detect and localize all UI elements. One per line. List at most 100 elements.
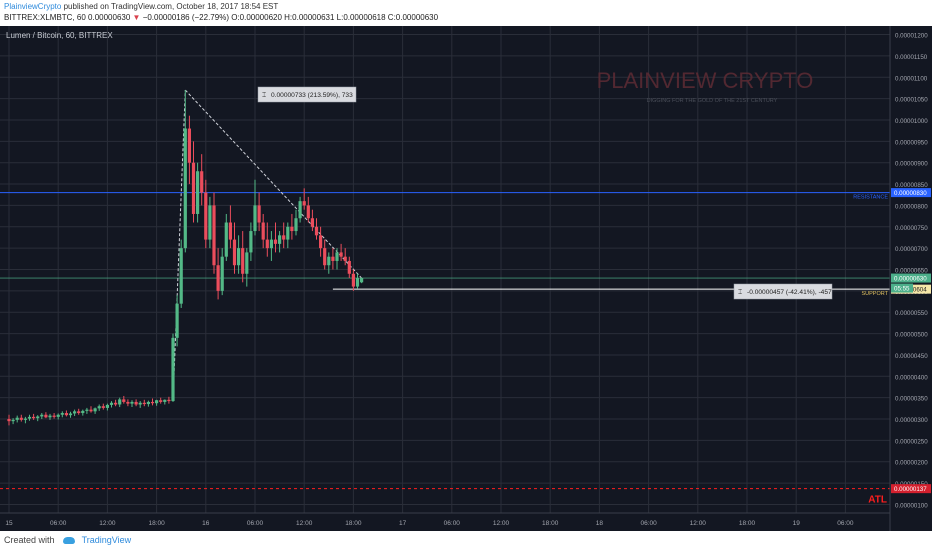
candle-body — [105, 404, 109, 408]
candle-body — [355, 278, 360, 287]
candle-body — [191, 162, 196, 214]
candle-body — [310, 218, 314, 227]
author-link[interactable]: PlainviewCrypto — [4, 2, 62, 11]
candle-body — [360, 278, 364, 283]
y-tick-label: 0.00001150 — [895, 54, 928, 61]
x-axis: 15 06:00 12:00 18:00 16 06:00 12:00 18:00 17 06:0… — [0, 512, 890, 527]
candle-body — [269, 239, 273, 249]
annotations: ⌶ 0.00000733 (213.59%), 733 ⌶ -0.00000457 (… — [257, 86, 833, 300]
y-tick-label: 0.00000200 — [895, 460, 928, 467]
candle-body — [224, 222, 228, 257]
candle-body — [237, 248, 241, 266]
candle-body — [314, 226, 319, 236]
candle-body — [257, 205, 261, 223]
candle-body — [142, 402, 146, 405]
resistance-label: RESISTANCE — [853, 195, 888, 201]
candle-body — [36, 416, 40, 419]
y-tick-label: 0.00000550 — [895, 310, 928, 317]
candle-body — [122, 399, 126, 402]
candle-body — [146, 401, 150, 405]
candle-body — [200, 171, 204, 193]
y-tick-label: 0.00001050 — [895, 97, 928, 104]
candle-body — [298, 201, 302, 219]
candle-body — [11, 419, 15, 422]
candle-body — [19, 417, 23, 420]
last-price: 0.00000630 — [88, 13, 131, 22]
candle-body — [302, 201, 306, 206]
x-tick-label: 17 — [399, 520, 407, 527]
candle-body — [232, 239, 237, 266]
x-tick-label: 18:00 — [542, 520, 559, 527]
candles — [7, 90, 364, 426]
candle-body — [60, 413, 64, 415]
candle-body — [323, 248, 327, 266]
y-tick-label: 0.00001100 — [895, 75, 928, 82]
candle-body — [89, 409, 93, 412]
candle-body — [339, 252, 343, 257]
candle-body — [44, 414, 48, 418]
change-down-icon: ▼ — [132, 13, 141, 22]
candle-body — [351, 273, 355, 287]
candle-body — [294, 218, 298, 232]
candle-body — [306, 205, 310, 219]
resistance-price-tag: 0.00000830 — [894, 190, 927, 197]
x-tick-label: 18 — [596, 520, 604, 527]
x-tick-label: 16 — [202, 520, 210, 527]
y-tick-label: 0.00000300 — [895, 417, 928, 424]
x-tick-label: 18:00 — [739, 520, 756, 527]
candle-body — [245, 252, 249, 274]
candle-body — [163, 399, 167, 402]
grid-lines — [0, 26, 890, 513]
candle-body — [187, 128, 191, 163]
candle-body — [273, 239, 278, 244]
x-tick-label: 12:00 — [99, 520, 116, 527]
candle-body — [97, 406, 101, 409]
chart-area[interactable]: PLAINVIEW CRYPTO DIGGING FOR THE GOLD OF… — [0, 26, 932, 531]
x-tick-label: 18:00 — [148, 520, 165, 527]
rise-measure-label-box — [257, 86, 357, 103]
watermark: PLAINVIEW CRYPTO — [597, 68, 814, 93]
candle-body — [126, 401, 130, 404]
rise-trendline — [172, 90, 186, 402]
y-tick-label: 0.00000650 — [895, 268, 928, 275]
candle-body — [290, 226, 294, 232]
level-lines: RESISTANCE SUPPORT ATL — [0, 192, 890, 506]
candle-body — [167, 399, 171, 402]
candle-body — [249, 231, 253, 253]
header-bar: PlainviewCrypto published on TradingView… — [0, 0, 932, 26]
candle-body — [68, 413, 73, 416]
y-tick-label: 0.00000850 — [895, 182, 928, 189]
x-tick-label: 06:00 — [444, 520, 461, 527]
candle-body — [32, 416, 36, 419]
candle-body — [216, 265, 220, 291]
candle-body — [208, 205, 212, 240]
candle-body — [7, 419, 11, 422]
candle-body — [343, 256, 347, 261]
candle-body — [48, 415, 52, 418]
created-with: Created with TradingView — [4, 535, 131, 545]
tradingview-link[interactable]: TradingView — [81, 535, 132, 545]
candle-body — [93, 408, 97, 412]
y-tick-label: 0.00000950 — [895, 139, 928, 146]
candle-body — [81, 410, 85, 414]
descending-trendline — [184, 89, 362, 279]
drop-measure-label-icon: ⌶ — [738, 289, 742, 296]
price-chart[interactable]: PLAINVIEW CRYPTO DIGGING FOR THE GOLD OF… — [0, 26, 932, 531]
chart-title: Lumen / Bitcoin, 60, BITTREX — [6, 31, 113, 40]
y-tick-label: 0.00000250 — [895, 438, 928, 445]
candle-body — [327, 256, 331, 266]
candle-body — [228, 222, 232, 240]
drop-measure-label-box — [733, 283, 833, 300]
resistance-price-tag-bg — [891, 188, 931, 198]
candle-body — [150, 401, 155, 404]
x-tick-label: 06:00 — [247, 520, 264, 527]
candle-body — [73, 411, 77, 414]
candle-body — [171, 337, 175, 402]
candle-body — [335, 252, 339, 261]
y-tick-label: 0.00000750 — [895, 225, 928, 232]
y-tick-label: 0.00001000 — [895, 118, 928, 125]
current-price-tag: 0.00000630 — [894, 276, 927, 283]
atl-price-tag: 0.00000137 — [894, 486, 927, 493]
candle-body — [101, 406, 105, 408]
published-text: published on TradingView.com, October 18… — [63, 2, 279, 11]
